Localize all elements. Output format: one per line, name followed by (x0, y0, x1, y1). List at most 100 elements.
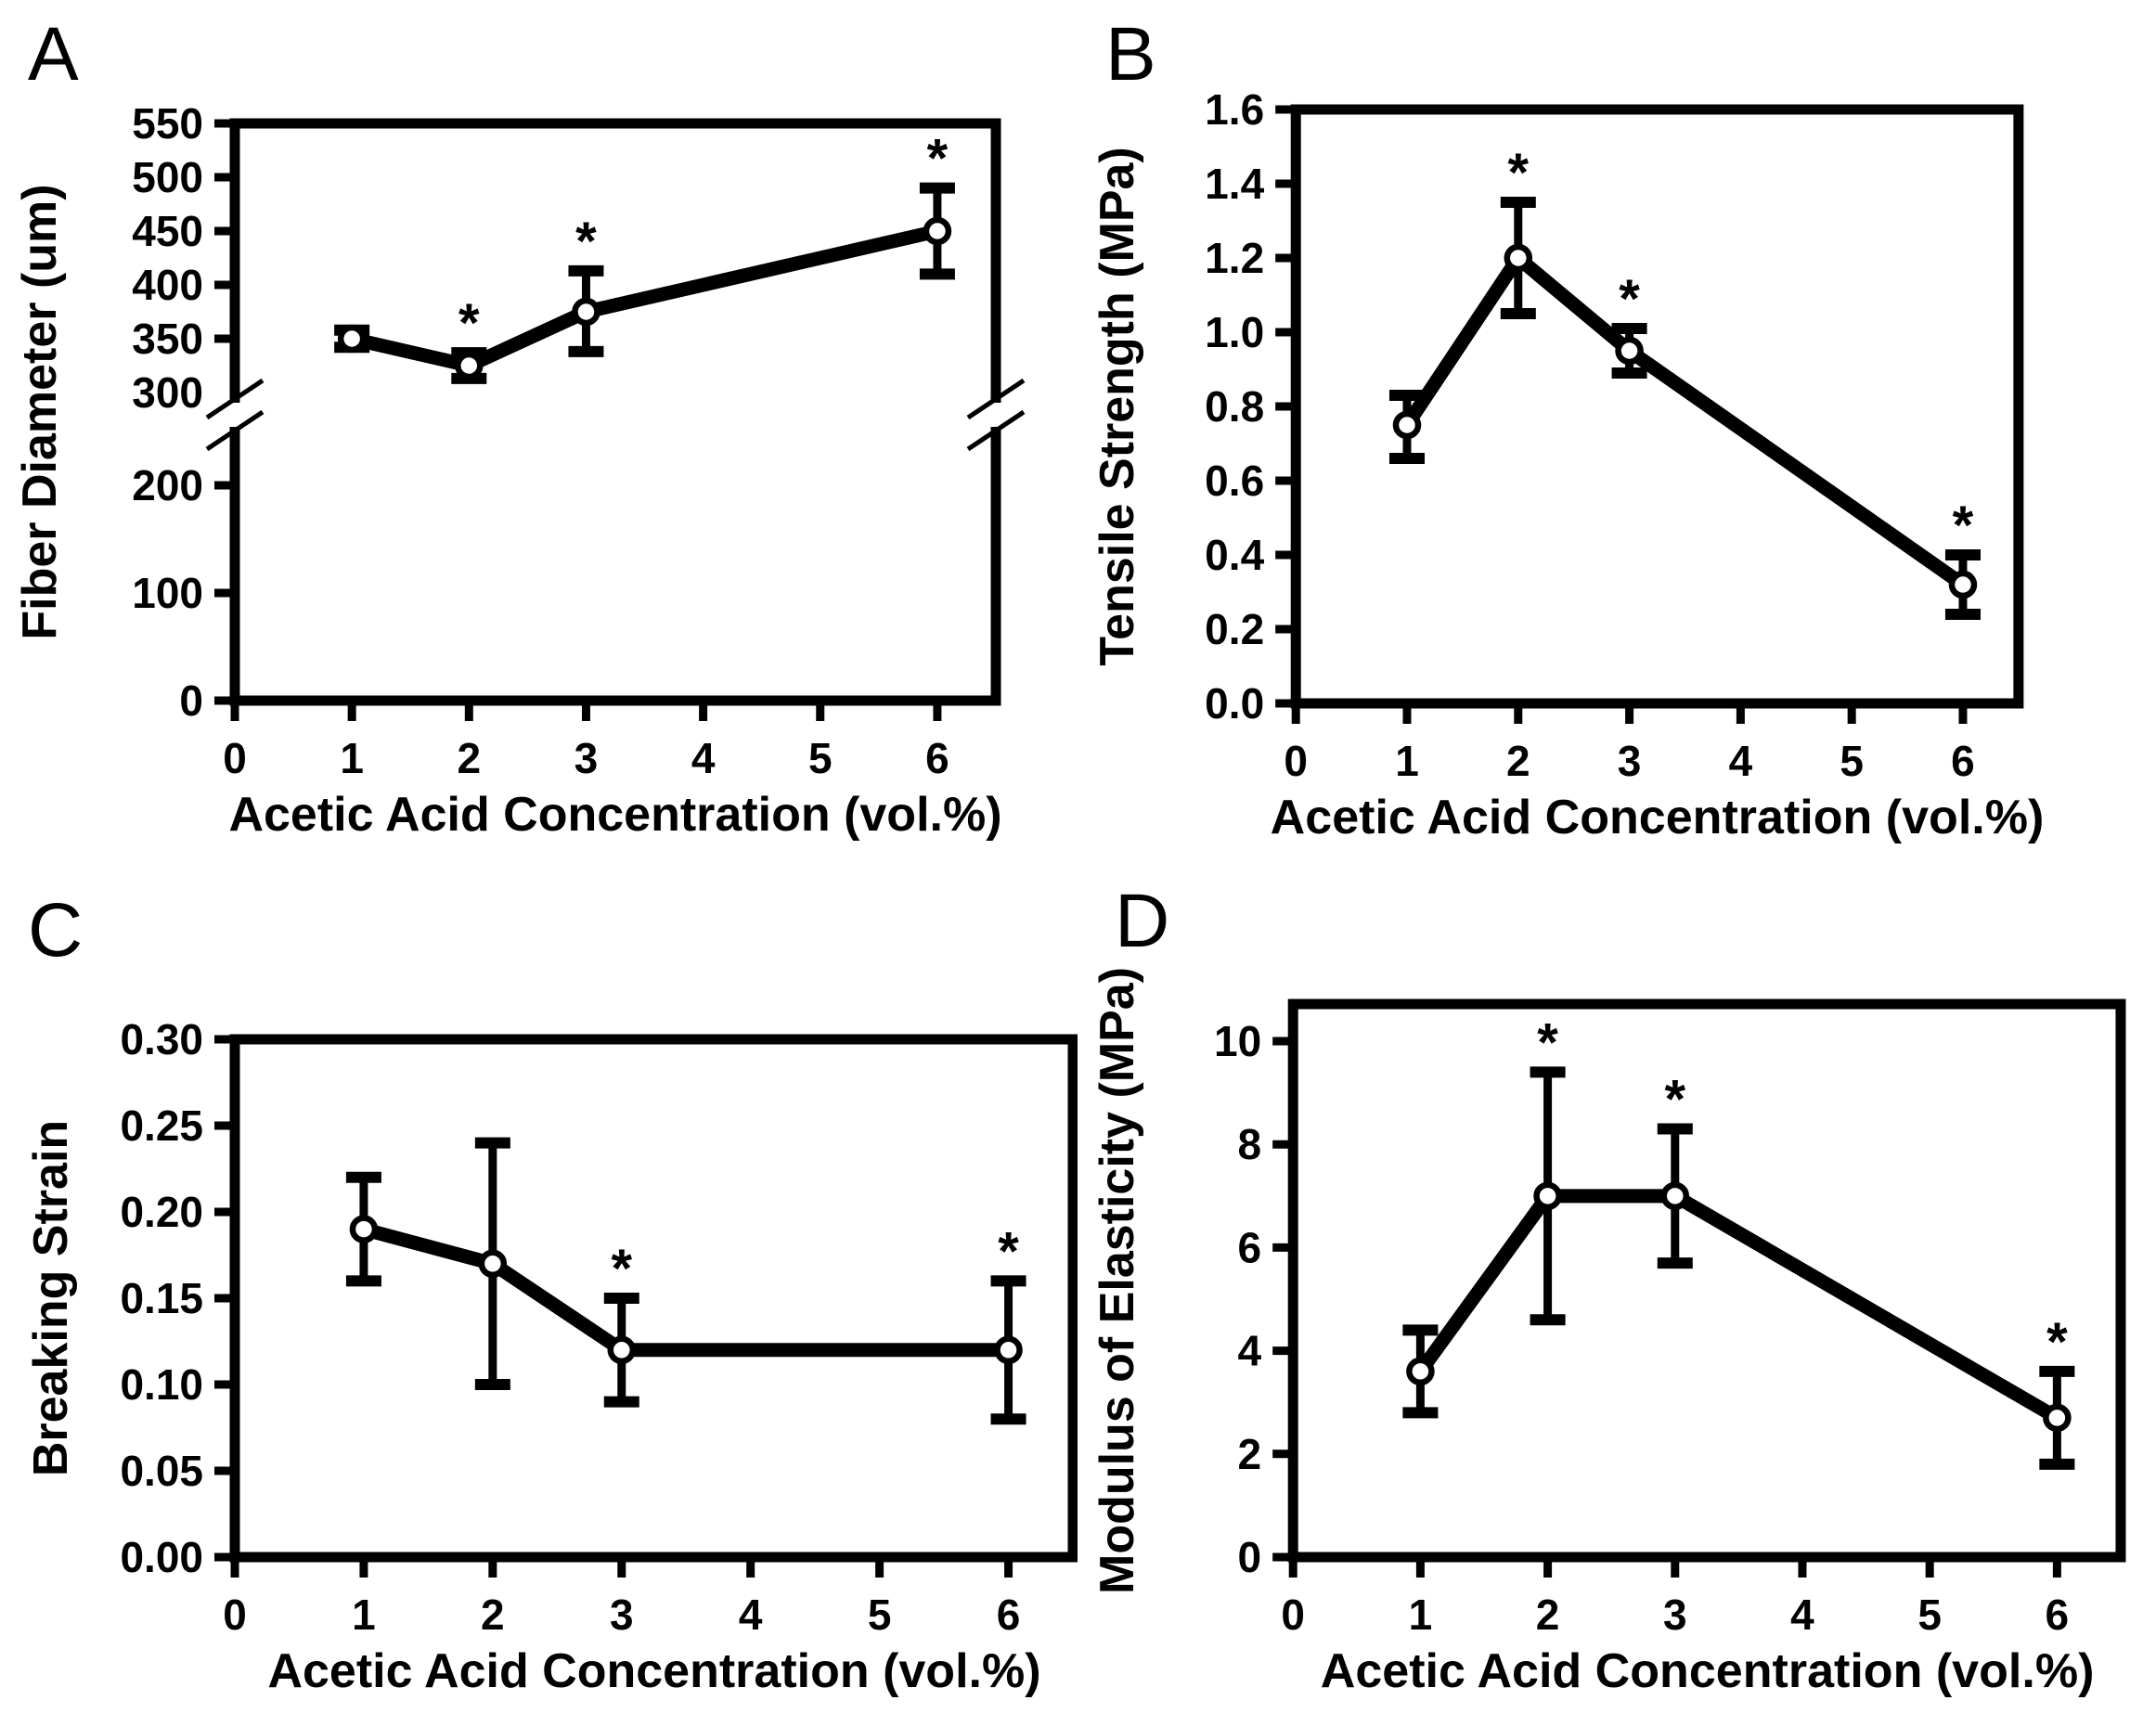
data-point-marker (1948, 570, 1978, 599)
y-tick-label: 2 (1238, 1430, 1262, 1478)
series-line (350, 224, 939, 373)
x-tick-label: 5 (808, 734, 833, 782)
panel-letter: D (1115, 879, 1169, 963)
chart-area: 0 100 200 300 350 400 450 500 550 0 1 2 3 4 5 6 * * * (132, 99, 1026, 782)
x-tick-label: 2 (1506, 737, 1530, 785)
x-tick-label: 2 (458, 734, 482, 782)
series-line (361, 1222, 1009, 1358)
x-tick-label: 6 (925, 734, 949, 782)
y-tick-label: 1.2 (1205, 234, 1264, 282)
panel-b-chart: B Tensile Strength (MPa) Acetic Acid Con… (1091, 12, 2045, 844)
series-line (1401, 251, 1968, 591)
significance-asterisk: * (575, 212, 597, 272)
y-tick-label: 1.4 (1205, 160, 1264, 208)
data-point-marker (1504, 243, 1533, 273)
y-tick-label: 0.30 (120, 1015, 203, 1063)
y-tick-label: 0.15 (120, 1274, 203, 1322)
x-tick-label: 6 (1951, 737, 1975, 785)
data-point-marker (1533, 1181, 1562, 1211)
x-tick-label: 5 (868, 1591, 892, 1639)
y-tick-label: 0.10 (120, 1360, 203, 1409)
x-tick-label: 0 (1281, 1591, 1305, 1639)
y-tick-label: 4 (1238, 1327, 1262, 1375)
significance-asterisk: * (927, 129, 949, 189)
significance-asterisk: * (1507, 143, 1529, 203)
y-tick-label: 100 (132, 569, 203, 617)
significance-asterisk: * (1664, 1070, 1685, 1130)
y-tick-label: 350 (132, 315, 203, 363)
x-tick-label: 1 (352, 1591, 376, 1639)
x-tick-label: 4 (1729, 737, 1753, 785)
y-tick-label: 450 (132, 207, 203, 255)
significance-asterisk: * (1537, 1012, 1558, 1073)
data-point-marker (1406, 1357, 1435, 1386)
x-tick-label: 5 (1917, 1591, 1942, 1639)
y-axis-title: Tensile Strength (MPa) (1091, 147, 1144, 665)
y-tick-label: 6 (1238, 1223, 1262, 1271)
data-point-marker (1392, 410, 1422, 440)
x-tick-label: 5 (1840, 737, 1864, 785)
y-tick-label: 0.6 (1205, 457, 1264, 505)
y-tick-label: 0.2 (1205, 605, 1264, 653)
panel-c-chart: C Breaking Strain Acetic Acid Concentrat… (24, 888, 1078, 1698)
axis-break-slash (205, 409, 265, 452)
significance-asterisk: * (2046, 1312, 2068, 1372)
y-tick-label: 0.05 (120, 1447, 203, 1495)
x-tick-label: 0 (223, 1591, 247, 1639)
y-axis-title: Fiber Diameter (um) (13, 184, 67, 639)
x-tick-label: 1 (340, 734, 364, 782)
axis-break-slash (205, 378, 265, 420)
y-tick-label: 1.6 (1205, 85, 1264, 134)
x-tick-label: 2 (1536, 1591, 1560, 1639)
panel-d-chart: D Modulus of Elasticity (MPa) Acetic Aci… (1091, 879, 2126, 1698)
plot-border (229, 118, 1001, 706)
panel-letter: C (28, 888, 83, 972)
data-point-marker (337, 324, 367, 354)
significance-asterisk: * (458, 293, 480, 354)
x-tick-label: 3 (610, 1591, 634, 1639)
data-point-marker (2043, 1403, 2072, 1433)
chart-area: 0.0 0.2 0.4 0.6 0.8 1.0 1.2 1.4 1.6 0 1 2 3 4 5 6 * * * (1205, 85, 2024, 785)
x-axis-title: Acetic Acid Concentration (vol.%) (228, 788, 1001, 842)
axis-break-slash (966, 409, 1026, 452)
y-tick-label: 8 (1238, 1120, 1262, 1168)
x-tick-label: 2 (481, 1591, 505, 1639)
data-point-marker (607, 1335, 637, 1365)
plot-border (229, 1034, 1078, 1563)
y-tick-label: 0.8 (1205, 382, 1264, 431)
y-tick-label: 0 (179, 676, 203, 725)
x-axis-title: Acetic Acid Concentration (vol.%) (1321, 1644, 2095, 1698)
x-axis-title: Acetic Acid Concentration (vol.%) (1271, 791, 2045, 844)
significance-asterisk: * (611, 1239, 632, 1299)
x-tick-label: 6 (997, 1591, 1021, 1639)
significance-asterisk: * (998, 1221, 1019, 1282)
x-axis-title: Acetic Acid Concentration (vol.%) (267, 1644, 1040, 1698)
significance-asterisk: * (1953, 496, 1974, 556)
panel-a: A Fiber Diameter (um) Acetic Acid Concen… (0, 0, 1078, 863)
panel-letter: B (1105, 12, 1156, 97)
x-tick-label: 4 (691, 734, 716, 782)
x-tick-label: 0 (1284, 737, 1308, 785)
y-tick-label: 10 (1214, 1017, 1261, 1065)
data-point-marker (455, 351, 484, 380)
y-tick-label: 550 (132, 99, 203, 148)
series-line (1414, 1189, 2061, 1424)
y-tick-label: 300 (132, 368, 203, 417)
y-tick-label: 500 (132, 153, 203, 201)
y-tick-label: 0.20 (120, 1188, 203, 1236)
chart-area: 0.00 0.05 0.10 0.15 0.20 0.25 0.30 0 1 2 3 4 5 6 * * (120, 1015, 1078, 1639)
data-point-marker (923, 216, 952, 246)
y-tick-label: 0.00 (120, 1533, 203, 1581)
data-point-marker (994, 1335, 1023, 1365)
significance-asterisk: * (1619, 269, 1640, 329)
x-tick-label: 0 (223, 734, 247, 782)
y-tick-label: 0.25 (120, 1101, 203, 1150)
panel-b: B Tensile Strength (MPa) Acetic Acid Con… (1078, 0, 2156, 863)
y-tick-label: 0 (1238, 1533, 1262, 1581)
y-tick-label: 0.0 (1205, 679, 1264, 728)
data-point-marker (478, 1249, 508, 1279)
panel-d: D Modulus of Elasticity (MPa) Acetic Aci… (1078, 863, 2156, 1726)
x-tick-label: 1 (1409, 1591, 1433, 1639)
x-tick-label: 3 (1663, 1591, 1687, 1639)
